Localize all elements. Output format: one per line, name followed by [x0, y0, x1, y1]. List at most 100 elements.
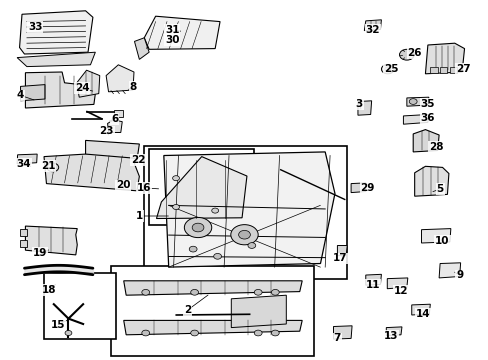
Circle shape	[189, 246, 197, 252]
Bar	[429, 67, 437, 73]
Text: 9: 9	[455, 270, 462, 280]
Polygon shape	[403, 114, 427, 124]
Text: 28: 28	[428, 142, 443, 152]
Bar	[144, 146, 346, 279]
Text: 34: 34	[16, 159, 31, 169]
Text: 13: 13	[383, 330, 398, 341]
Text: 35: 35	[420, 99, 434, 109]
Circle shape	[408, 99, 416, 104]
Polygon shape	[386, 327, 401, 336]
Text: 26: 26	[407, 48, 421, 58]
Text: 23: 23	[99, 126, 114, 136]
Text: 21: 21	[41, 161, 55, 171]
Text: 32: 32	[365, 24, 379, 35]
Polygon shape	[134, 38, 149, 59]
Circle shape	[65, 330, 72, 336]
Circle shape	[381, 64, 393, 74]
Circle shape	[271, 289, 279, 295]
Circle shape	[399, 49, 413, 60]
Text: 18: 18	[41, 285, 56, 295]
Polygon shape	[406, 97, 428, 106]
Polygon shape	[364, 20, 381, 31]
Text: 5: 5	[436, 184, 443, 194]
Polygon shape	[438, 263, 460, 278]
Circle shape	[142, 330, 149, 336]
Text: 1: 1	[136, 211, 142, 221]
Polygon shape	[337, 246, 346, 256]
Polygon shape	[414, 166, 448, 196]
Polygon shape	[333, 326, 351, 339]
Polygon shape	[411, 304, 429, 315]
Bar	[439, 67, 447, 73]
Text: 25: 25	[383, 64, 398, 74]
Polygon shape	[163, 152, 334, 267]
Text: 29: 29	[360, 183, 374, 193]
Polygon shape	[107, 120, 122, 132]
Circle shape	[230, 225, 258, 245]
Text: 7: 7	[333, 333, 341, 343]
Text: 10: 10	[434, 236, 449, 246]
Polygon shape	[412, 130, 438, 152]
Circle shape	[47, 163, 59, 172]
Polygon shape	[44, 154, 139, 191]
Circle shape	[238, 230, 250, 239]
Circle shape	[254, 330, 262, 336]
Text: 12: 12	[393, 286, 407, 296]
Text: 3: 3	[355, 99, 362, 109]
Polygon shape	[231, 295, 286, 328]
Polygon shape	[20, 85, 45, 101]
Polygon shape	[425, 43, 464, 74]
Bar	[114, 110, 122, 117]
Circle shape	[142, 289, 149, 295]
Polygon shape	[25, 226, 77, 255]
Polygon shape	[123, 320, 302, 335]
Polygon shape	[123, 281, 302, 295]
Bar	[149, 149, 254, 225]
Bar	[111, 266, 314, 356]
Bar	[44, 273, 116, 339]
Bar	[20, 229, 27, 236]
Bar	[20, 240, 27, 247]
Circle shape	[254, 289, 262, 295]
Circle shape	[190, 330, 198, 336]
Circle shape	[271, 330, 279, 336]
Bar	[449, 67, 456, 73]
Polygon shape	[85, 140, 139, 160]
Text: 8: 8	[129, 82, 136, 92]
Polygon shape	[156, 157, 246, 219]
Text: 17: 17	[332, 253, 346, 264]
Text: 31: 31	[164, 24, 179, 35]
Circle shape	[172, 204, 179, 210]
Text: 11: 11	[365, 280, 379, 290]
Text: 14: 14	[415, 309, 429, 319]
Text: 22: 22	[130, 155, 145, 165]
Text: 20: 20	[116, 180, 130, 190]
Text: 24: 24	[75, 83, 89, 93]
Polygon shape	[357, 101, 371, 115]
Circle shape	[211, 208, 218, 213]
Circle shape	[190, 289, 198, 295]
Text: 15: 15	[50, 320, 65, 330]
Polygon shape	[20, 11, 93, 54]
Polygon shape	[421, 229, 450, 243]
Text: 2: 2	[183, 305, 190, 315]
Polygon shape	[350, 183, 365, 193]
Polygon shape	[17, 52, 95, 67]
Polygon shape	[25, 72, 96, 108]
Circle shape	[184, 217, 211, 238]
Polygon shape	[17, 154, 37, 164]
Circle shape	[192, 223, 203, 232]
Polygon shape	[77, 70, 100, 97]
Text: 36: 36	[420, 113, 434, 123]
Circle shape	[172, 176, 179, 181]
Text: 6: 6	[111, 114, 118, 124]
Circle shape	[384, 67, 390, 71]
Polygon shape	[365, 274, 381, 285]
Text: 33: 33	[28, 22, 42, 32]
Text: 16: 16	[137, 183, 151, 193]
Polygon shape	[386, 278, 407, 289]
Text: 30: 30	[164, 35, 179, 45]
Circle shape	[247, 243, 255, 248]
Circle shape	[213, 253, 221, 259]
Text: 19: 19	[33, 248, 47, 258]
